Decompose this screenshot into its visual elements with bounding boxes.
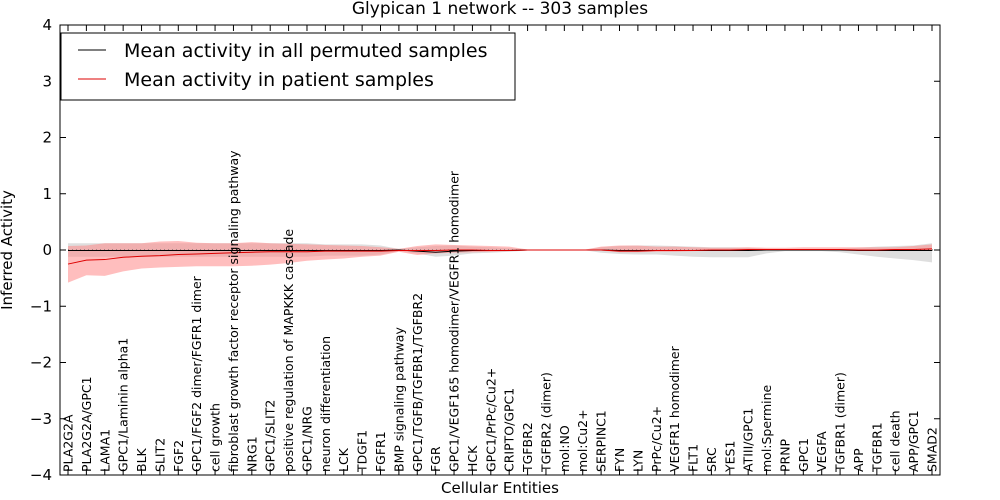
category-label: YES1 [722,441,737,473]
series-lines [67,248,933,265]
y-axis-label: Inferred Activity [0,190,16,310]
y-tick-label: −4 [30,466,52,484]
x-axis-label: Cellular Entities [441,479,559,497]
category-label: positive regulation of MAPKKK cascade [281,229,296,472]
category-label: SLIT2 [152,438,167,472]
x-axis-ticks [67,25,933,475]
category-label: mol:Spermine [759,384,774,472]
category-label: FYN [612,448,627,472]
category-label: GPC1/NRG [299,406,314,472]
category-label: ATIII/GPC1 [741,408,756,472]
category-label: TDGF1 [355,430,370,473]
category-label: cell death [888,410,903,472]
category-label: GPC1/FGF2 dimer/FGFR1 dimer [189,275,204,472]
category-label: BMP signaling pathway [391,327,406,472]
category-label: APP/GPC1 [906,410,921,472]
category-label: cell growth [208,403,223,472]
category-label: PRNP [777,438,792,472]
y-tick-label: −3 [30,410,52,428]
category-label: LYN [630,450,645,472]
category-label: GPC1 [796,438,811,472]
y-tick-label: −2 [30,354,52,372]
category-label: CRIPTO/GPC1 [502,388,517,472]
chart-title: Glypican 1 network -- 303 samples [352,0,648,19]
y-axis-ticks: 4 3 2 1 0 −1 −2 −3 −4 [30,16,940,484]
y-tick-label: 0 [42,241,52,259]
category-label: SRC [704,447,719,472]
category-label: SMAD2 [925,427,940,472]
y-tick-label: 1 [42,185,52,203]
category-label: fibroblast growth factor receptor signal… [226,150,241,472]
category-label: TGFBR1 (dimer) [833,372,848,473]
legend-box [60,32,516,101]
category-label: SERPINC1 [594,410,609,472]
category-label: neuron differentiation [318,336,333,472]
legend: Mean activity in all permuted samples Me… [60,32,516,101]
category-label: VEGFA [814,431,829,472]
category-label: APP [851,448,866,472]
series-line-patient [67,248,933,265]
category-label: FGR [428,446,443,472]
category-label: mol:Cu2+ [575,409,590,472]
category-label: FGFR1 [373,431,388,472]
y-tick-label: 3 [42,72,52,90]
category-label: PLA2G2A/GPC1 [79,376,94,472]
category-label: FLT1 [686,444,701,472]
category-label: FGF2 [171,440,186,472]
category-label: GPC1/TGFB/TGFBR1/TGFBR2 [410,293,425,472]
category-label: PLA2G2A [61,414,76,472]
category-label: BLK [134,447,149,472]
category-label: NRG1 [244,436,259,472]
category-label: TGFBR2 (dimer) [538,372,553,473]
category-label: PrPc/Cu2+ [649,406,664,472]
category-label: GPC1/Laminin alpha1 [116,338,131,472]
category-label: GPC1/VEGF165 homodimer/VEGFR1 homodimer [447,170,462,472]
y-tick-label: 2 [42,129,52,147]
category-label: LAMA1 [97,429,112,472]
legend-label-patient: Mean activity in patient samples [124,69,434,91]
category-label: mol:NO [557,425,572,472]
legend-label-permuted: Mean activity in all permuted samples [124,40,487,62]
category-label: TGFBR2 [520,422,535,473]
category-label: HCK [465,445,480,472]
category-label: VEGFR1 homodimer [667,345,682,472]
y-tick-label: 4 [42,16,52,34]
y-tick-label: −1 [30,297,52,315]
category-label: TGFBR1 [869,422,884,473]
category-labels: PLA2G2A PLA2G2A/GPC1 LAMA1 GPC1/Laminin alp… [61,150,940,473]
category-label: GPC1/SLIT2 [263,400,278,472]
category-label: LCK [336,447,351,472]
category-label: GPC1/PrPc/Cu2+ [483,368,498,472]
